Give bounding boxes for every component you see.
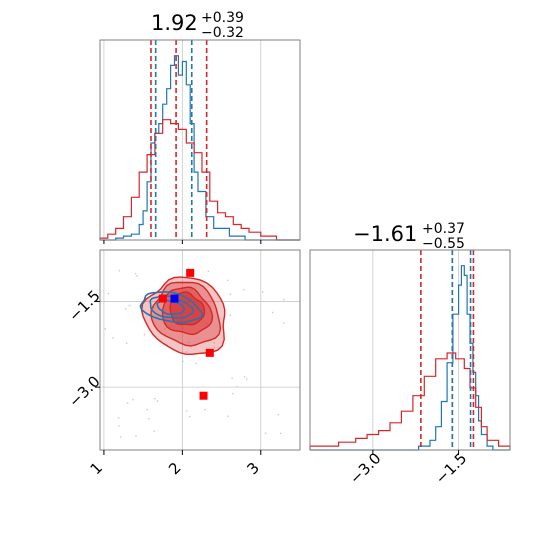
scatter-dot — [213, 341, 215, 344]
scatter-dot — [125, 342, 128, 345]
hist-param-2-ticks: −3.0 −1.5 — [346, 449, 470, 487]
scatter-dot — [206, 322, 208, 325]
truth-marker-2 — [205, 348, 214, 357]
scatter-dot — [279, 432, 282, 435]
scatter-dot — [119, 436, 122, 438]
scatter-dot — [227, 415, 230, 418]
scatter-dot — [271, 311, 274, 314]
contour-ytick-label-1: −3.0 — [65, 372, 103, 410]
hist-param-1-panel: 1.92 +0.39 −0.32 — [99, 10, 301, 244]
scatter-dot — [277, 413, 280, 416]
hist-param-1-frame — [99, 39, 301, 241]
scatter-dot — [261, 291, 264, 293]
hist-param-2-series-1 — [309, 352, 511, 450]
scatter-dot — [245, 378, 248, 380]
scatter-dot — [104, 328, 107, 330]
scatter-dot — [195, 362, 198, 365]
scatter-dot — [182, 360, 184, 363]
scatter-dot — [243, 376, 246, 378]
scatter-dot — [207, 270, 210, 273]
scatter-dot — [128, 304, 131, 307]
scatter-dot — [118, 425, 120, 427]
scatter-dot — [148, 417, 150, 420]
hist-param-2-xtick-label-0: −3.0 — [346, 449, 384, 487]
hist-param-1-series-1 — [99, 119, 300, 241]
contour-grid — [100, 250, 300, 450]
contour-ytick-label-0: −1.5 — [65, 287, 103, 325]
scatter-dot — [146, 408, 148, 411]
scatter-dot — [118, 269, 121, 272]
prior-contour-level-2 — [156, 299, 186, 316]
prior-contour-level-0 — [139, 291, 204, 324]
scatter-dot — [242, 288, 245, 291]
scatter-dot — [117, 417, 120, 419]
scatter-dot — [236, 385, 238, 388]
truth-marker-3 — [199, 391, 208, 400]
contour-xtick-label-1: 2 — [165, 459, 184, 478]
scatter-dot — [153, 430, 155, 432]
scatter-dot — [164, 327, 166, 330]
scatter-dot — [126, 402, 129, 404]
scatter-dot — [213, 346, 216, 349]
scatter-dot — [231, 377, 233, 379]
scatter-dot — [185, 410, 188, 412]
scatter-dot — [282, 322, 285, 324]
contour-frame — [99, 249, 301, 451]
scatter-dot — [264, 432, 267, 434]
scatter-dot — [136, 274, 138, 277]
hist-param-2-series — [309, 265, 511, 451]
hist-param-1-title-plus: +0.39 — [201, 10, 244, 26]
hist-param-2-grid — [372, 250, 459, 450]
hist-param-2-panel: −3.0 −1.5 −1.61 +0.37 −0.55 — [309, 221, 511, 488]
scatter-dot — [156, 400, 159, 402]
scatter-dot — [229, 293, 232, 296]
hist-param-2-frame — [309, 249, 511, 451]
scatter-dot — [229, 314, 232, 317]
scatter-dot — [154, 397, 156, 400]
hist-param-1-title-value: 1.92 — [151, 11, 198, 35]
scatter-dot — [189, 415, 191, 418]
contour-xtick-label-0: 1 — [87, 459, 106, 478]
hist-param-1-ticks — [103, 240, 262, 244]
hist-param-2-title-value: −1.61 — [353, 222, 417, 246]
hist-param-1-title-minus: −0.32 — [201, 25, 244, 41]
scatter-dot — [232, 392, 234, 395]
hist-param-2-quantile-lines — [420, 250, 475, 450]
scatter-dot — [185, 351, 188, 353]
truth-marker-0 — [186, 268, 195, 277]
scatter-dot — [283, 298, 285, 301]
hist-param-2-title-minus: −0.55 — [422, 236, 465, 252]
contour-xtick-label-2: 3 — [244, 459, 263, 478]
scatter-dot — [134, 272, 137, 275]
prior-contour-level-1 — [149, 294, 195, 319]
hist-param-1-quantile-lines — [150, 40, 208, 240]
scatter-dot — [226, 279, 229, 282]
scatter-dot — [132, 398, 134, 401]
scatter-dot — [143, 333, 146, 336]
scatter-dot — [135, 435, 137, 437]
scatter-dot — [187, 341, 190, 344]
scatter-dot — [124, 308, 127, 310]
scatter-dot — [169, 326, 171, 328]
contour-markers — [158, 268, 214, 400]
hist-param-2-title-plus: +0.37 — [422, 221, 465, 237]
hist-param-2-xtick-label-1: −1.5 — [432, 449, 470, 487]
estimate-marker — [170, 294, 179, 303]
contour-panel: 1 2 3 −1.5 −3.0 — [65, 249, 301, 478]
scatter-dot — [204, 408, 206, 411]
truth-marker-1 — [158, 294, 167, 303]
scatter-dot — [107, 292, 110, 295]
scatter-dot — [112, 337, 114, 339]
